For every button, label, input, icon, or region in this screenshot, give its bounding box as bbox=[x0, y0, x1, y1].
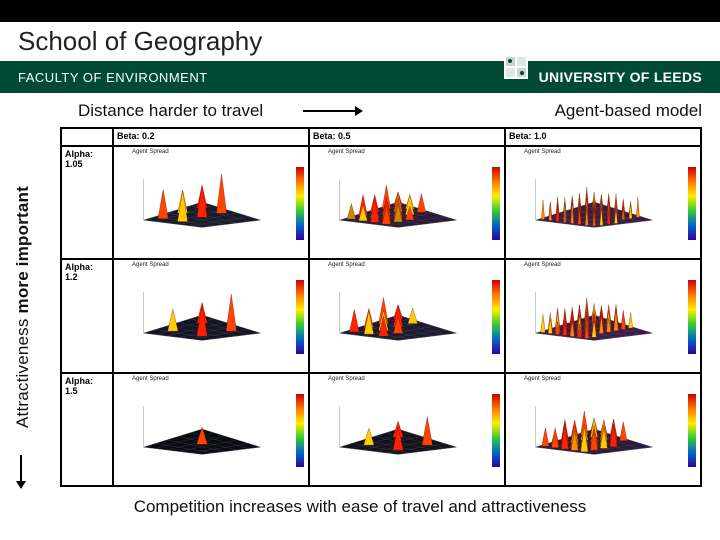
col-header: Beta: 0.5 bbox=[309, 128, 505, 146]
chart-cell: Agent Spread bbox=[309, 146, 505, 259]
chart-cell: Agent Spread bbox=[309, 259, 505, 372]
chart-cell: Agent Spread bbox=[309, 373, 505, 486]
plot-title: Agent Spread bbox=[132, 149, 169, 155]
plot-title: Agent Spread bbox=[328, 262, 365, 268]
agent-label: Agent-based model bbox=[555, 101, 702, 121]
colorbar bbox=[492, 394, 500, 467]
surface-plot bbox=[524, 274, 670, 356]
plot-title: Agent Spread bbox=[328, 376, 365, 382]
content-area: Distance harder to travel Agent-based mo… bbox=[0, 93, 720, 525]
crest-icon bbox=[503, 54, 529, 84]
university-name: UNIVERSITY OF LEEDS bbox=[539, 69, 702, 85]
school-title: School of Geography bbox=[18, 26, 702, 57]
header-green: FACULTY OF ENVIRONMENT UNIVERSITY OF LEE… bbox=[0, 61, 720, 93]
vertical-axis: Attractiveness more important bbox=[8, 127, 38, 487]
surface-plot bbox=[524, 388, 670, 470]
plot-title: Agent Spread bbox=[132, 262, 169, 268]
caption: Competition increases with ease of trave… bbox=[0, 497, 720, 517]
arrow-right-icon bbox=[303, 104, 363, 118]
colorbar bbox=[492, 167, 500, 240]
chart-cell: Agent Spread bbox=[505, 259, 701, 372]
colorbar bbox=[296, 394, 304, 467]
colorbar bbox=[688, 394, 696, 467]
colorbar bbox=[688, 167, 696, 240]
surface-plot bbox=[328, 161, 474, 243]
header-white: School of Geography bbox=[0, 22, 720, 61]
chart-cell: Agent Spread bbox=[505, 373, 701, 486]
colorbar bbox=[296, 167, 304, 240]
distance-label: Distance harder to travel bbox=[78, 101, 263, 121]
col-header: Beta: 1.0 bbox=[505, 128, 701, 146]
surface-plot bbox=[132, 161, 278, 243]
surface-plot bbox=[524, 161, 670, 243]
vertical-axis-label: Attractiveness more important bbox=[13, 186, 33, 428]
chart-grid: Beta: 0.2Beta: 0.5Beta: 1.0 Alpha:1.05 Age… bbox=[60, 127, 702, 487]
arrow-down-icon bbox=[14, 455, 28, 489]
surface-plot bbox=[328, 274, 474, 356]
col-header: Beta: 0.2 bbox=[113, 128, 309, 146]
row-header: Alpha:1.2 bbox=[61, 259, 113, 372]
chart-cell: Agent Spread bbox=[505, 146, 701, 259]
plot-title: Agent Spread bbox=[524, 376, 561, 382]
chart-cell: Agent Spread bbox=[113, 259, 309, 372]
top-black-bar bbox=[0, 0, 720, 22]
surface-plot bbox=[132, 274, 278, 356]
chart-cell: Agent Spread bbox=[113, 373, 309, 486]
plot-title: Agent Spread bbox=[132, 376, 169, 382]
row-header: Alpha:1.5 bbox=[61, 373, 113, 486]
colorbar bbox=[296, 280, 304, 353]
plot-title: Agent Spread bbox=[524, 149, 561, 155]
row-header: Alpha:1.05 bbox=[61, 146, 113, 259]
surface-plot bbox=[132, 388, 278, 470]
plot-title: Agent Spread bbox=[524, 262, 561, 268]
university-block: UNIVERSITY OF LEEDS bbox=[503, 62, 702, 92]
surface-plot bbox=[328, 388, 474, 470]
colorbar bbox=[688, 280, 696, 353]
top-labels: Distance harder to travel Agent-based mo… bbox=[78, 101, 708, 121]
chart-cell: Agent Spread bbox=[113, 146, 309, 259]
colorbar bbox=[492, 280, 500, 353]
faculty-label: FACULTY OF ENVIRONMENT bbox=[18, 70, 208, 85]
plot-title: Agent Spread bbox=[328, 149, 365, 155]
